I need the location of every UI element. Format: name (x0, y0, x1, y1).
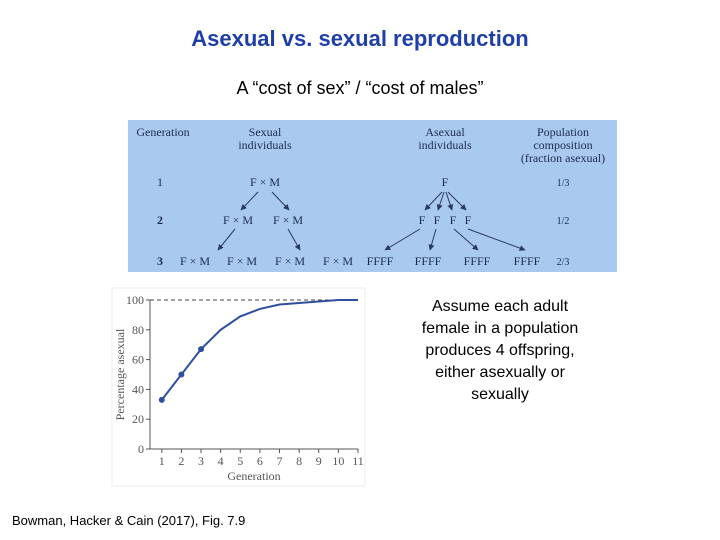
x-tick-label: 8 (296, 454, 302, 468)
sexual-pair: F × M (323, 254, 353, 268)
generation-number: 3 (157, 254, 163, 268)
x-tick-label: 7 (277, 454, 283, 468)
sexual-pair: F × M (275, 254, 305, 268)
column-header: Generation (136, 125, 189, 139)
x-tick-label: 2 (178, 454, 184, 468)
chart-frame (111, 287, 366, 487)
generation-number: 1 (157, 175, 163, 189)
y-tick-label: 100 (126, 293, 144, 307)
x-tick-label: 6 (257, 454, 263, 468)
sexual-pair: F × M (250, 175, 280, 189)
series-line (160, 299, 358, 401)
column-header: individuals (418, 138, 472, 152)
x-tick-label: 9 (316, 454, 322, 468)
data-point (198, 346, 205, 353)
x-tick-label: 11 (352, 454, 364, 468)
fraction-asexual: 1/2 (557, 216, 570, 227)
asexual-female: F (419, 213, 426, 227)
diagram-arrows (217, 191, 526, 251)
sexual-pair: F × M (180, 254, 210, 268)
asexual-female: FFFF (464, 254, 491, 268)
column-header: (fraction asexual) (521, 151, 605, 165)
sexual-pair: F × M (273, 213, 303, 227)
x-axis-label: Generation (227, 469, 280, 483)
x-tick-label: 3 (198, 454, 204, 468)
asexual-female: FFFF (514, 254, 541, 268)
asexual-female: F (442, 175, 449, 189)
slide-title: Asexual vs. sexual reproduction (191, 26, 528, 51)
y-tick-label: 80 (132, 323, 144, 337)
fraction-asexual: 1/3 (557, 178, 570, 189)
slide-subtitle: A “cost of sex” / “cost of males” (236, 78, 483, 98)
x-tick-label: 10 (332, 454, 344, 468)
asexual-female: FFFF (367, 254, 394, 268)
column-header: Sexual (249, 125, 282, 139)
asexual-female: F (465, 213, 472, 227)
x-tick-label: 5 (237, 454, 243, 468)
y-tick-label: 20 (132, 412, 144, 426)
column-header: individuals (238, 138, 292, 152)
data-point (158, 396, 165, 403)
asexual-female: F (434, 213, 441, 227)
x-tick-label: 4 (218, 454, 224, 468)
asexual-female: F (450, 213, 457, 227)
x-tick-label: 1 (159, 454, 165, 468)
fraction-asexual: 2/3 (557, 257, 570, 268)
y-tick-label: 40 (132, 382, 144, 396)
y-tick-label: 0 (138, 442, 144, 456)
column-header: composition (533, 138, 592, 152)
sexual-pair: F × M (223, 213, 253, 227)
generation-number: 2 (157, 213, 163, 227)
column-header: Population (537, 125, 589, 139)
y-axis-label: Percentage asexual (113, 328, 127, 420)
citation: Bowman, Hacker & Cain (2017), Fig. 7.9 (12, 513, 246, 528)
column-header: Asexual (425, 125, 465, 139)
asexual-female: FFFF (415, 254, 442, 268)
note-text: Assume each adult female in a population… (421, 298, 579, 403)
data-point (178, 371, 185, 378)
diagram-background (128, 120, 617, 272)
sexual-pair: F × M (227, 254, 257, 268)
y-tick-label: 60 (132, 353, 144, 367)
